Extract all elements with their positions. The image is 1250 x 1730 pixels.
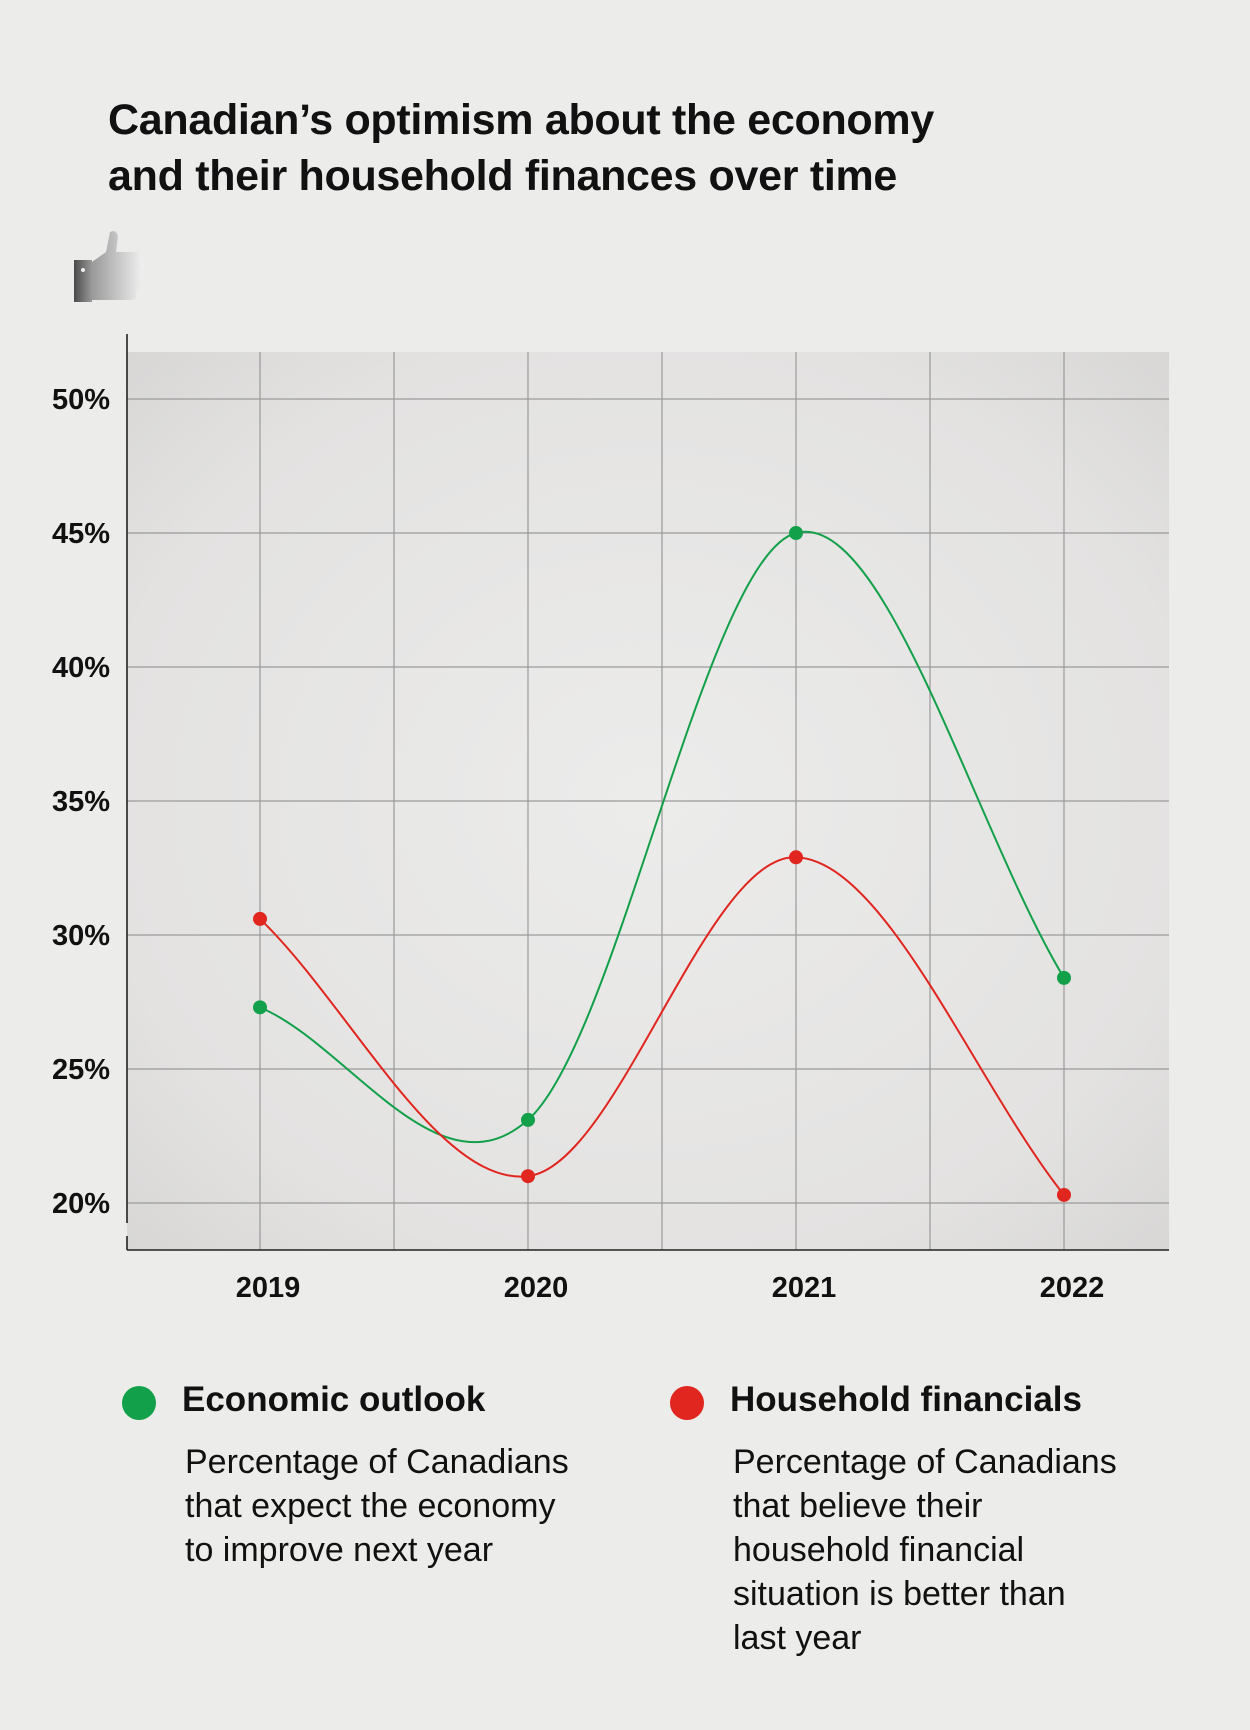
x-tick-label: 2022 (1040, 1272, 1105, 1304)
grid-lines (127, 352, 1169, 1250)
household-financials-line (259, 856, 1065, 1196)
y-tick-label: 45% (52, 518, 110, 550)
y-tick-label: 25% (52, 1054, 110, 1086)
description-line: household financial (733, 1531, 1025, 1569)
description-line: Percentage of Canadians (185, 1443, 569, 1481)
household-financials-swatch (670, 1386, 704, 1420)
y-tick-label: 35% (52, 786, 110, 818)
y-axis-labels: 50% 45% 40% 35% 30% 25% 20% (52, 384, 110, 1220)
household-financials-point (789, 850, 803, 865)
economic-outlook-point (253, 1000, 267, 1015)
y-tick-label: 20% (52, 1188, 110, 1220)
description-line: that expect the economy (185, 1487, 556, 1525)
description-line: that believe their (733, 1487, 983, 1525)
economic-outlook-line (259, 530, 1065, 1144)
economic-outlook-swatch (122, 1386, 156, 1420)
title-line-1: Canadian’s optimism about the economy (108, 96, 934, 144)
economic-outlook-point (521, 1112, 535, 1127)
economic-outlook-point (1057, 970, 1071, 985)
y-tick-label: 50% (52, 384, 110, 416)
description-line: Percentage of Canadians (733, 1443, 1117, 1481)
description-line: situation is better than (733, 1575, 1066, 1613)
legend-label: Household financials (730, 1380, 1082, 1419)
legend-description: Percentage of Canadians that believe the… (733, 1440, 1173, 1660)
legend-label: Economic outlook (182, 1380, 486, 1419)
chart-title: Canadian’s optimism about the economy an… (108, 92, 1108, 204)
household-financials-point (1057, 1187, 1071, 1202)
series-points (253, 526, 1071, 1202)
title-line-2: and their household finances over time (108, 152, 898, 200)
household-financials-point (253, 911, 267, 926)
x-tick-label: 2019 (236, 1272, 301, 1304)
x-axis-labels: 2019 2020 2021 2022 (236, 1272, 1105, 1304)
line-chart: 50% 45% 40% 35% 30% 25% 20% 2019 2020 2021 2022 (52, 334, 1169, 1304)
thumbs-up-icon (74, 231, 144, 302)
description-line: last year (733, 1619, 862, 1657)
legend-description: Percentage of Canadians that expect the … (185, 1440, 625, 1572)
x-tick-label: 2021 (772, 1272, 837, 1304)
x-tick-label: 2020 (504, 1272, 569, 1304)
y-tick-label: 30% (52, 920, 110, 952)
description-line: to improve next year (185, 1531, 494, 1569)
series-lines (259, 530, 1065, 1196)
axes (126, 334, 1169, 1251)
economic-outlook-point (789, 526, 803, 540)
y-tick-label: 40% (52, 652, 110, 684)
household-financials-point (521, 1169, 535, 1184)
